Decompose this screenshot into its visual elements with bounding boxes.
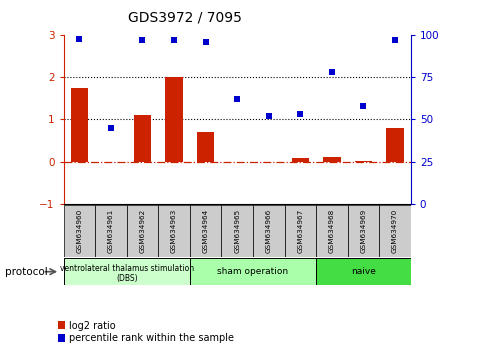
Point bbox=[296, 112, 304, 117]
Text: GSM634960: GSM634960 bbox=[76, 209, 82, 253]
Bar bbox=[158, 205, 189, 257]
Bar bbox=[165, 78, 183, 161]
Bar bbox=[197, 132, 214, 161]
Text: GSM634963: GSM634963 bbox=[171, 209, 177, 253]
Bar bbox=[63, 258, 189, 285]
Bar bbox=[260, 161, 277, 162]
Text: GSM634969: GSM634969 bbox=[360, 209, 366, 253]
Text: GSM634964: GSM634964 bbox=[202, 209, 208, 253]
Text: GSM634962: GSM634962 bbox=[139, 209, 145, 253]
Bar bbox=[323, 157, 340, 161]
Point bbox=[233, 96, 241, 102]
Point bbox=[107, 125, 115, 131]
Bar bbox=[189, 258, 315, 285]
Bar bbox=[284, 205, 315, 257]
Text: (DBS): (DBS) bbox=[116, 274, 137, 283]
Text: sham operation: sham operation bbox=[217, 267, 288, 276]
Text: GSM634968: GSM634968 bbox=[328, 209, 334, 253]
Bar bbox=[291, 158, 308, 161]
Point bbox=[264, 113, 272, 119]
Text: GSM634965: GSM634965 bbox=[234, 209, 240, 253]
Text: GSM634967: GSM634967 bbox=[297, 209, 303, 253]
Text: GSM634970: GSM634970 bbox=[391, 209, 397, 253]
Text: GDS3972 / 7095: GDS3972 / 7095 bbox=[128, 11, 242, 25]
Bar bbox=[315, 258, 410, 285]
Text: ventrolateral thalamus stimulation: ventrolateral thalamus stimulation bbox=[60, 264, 193, 273]
Bar bbox=[95, 205, 126, 257]
Text: GSM634961: GSM634961 bbox=[108, 209, 114, 253]
Bar bbox=[315, 205, 347, 257]
Text: GSM634966: GSM634966 bbox=[265, 209, 271, 253]
Point bbox=[138, 38, 146, 43]
Bar bbox=[189, 205, 221, 257]
Text: protocol: protocol bbox=[5, 267, 47, 277]
Point bbox=[201, 39, 209, 45]
Point bbox=[75, 36, 83, 41]
Point bbox=[359, 103, 366, 109]
Bar bbox=[63, 205, 95, 257]
Bar bbox=[71, 88, 88, 161]
Bar bbox=[386, 128, 403, 161]
Bar bbox=[221, 205, 252, 257]
Point bbox=[327, 69, 335, 75]
Bar bbox=[134, 115, 151, 161]
Text: naive: naive bbox=[350, 267, 375, 276]
Legend: log2 ratio, percentile rank within the sample: log2 ratio, percentile rank within the s… bbox=[54, 317, 238, 347]
Point bbox=[170, 38, 178, 43]
Bar bbox=[378, 205, 410, 257]
Bar bbox=[126, 205, 158, 257]
Bar bbox=[252, 205, 284, 257]
Bar bbox=[347, 205, 378, 257]
Point bbox=[390, 38, 398, 43]
